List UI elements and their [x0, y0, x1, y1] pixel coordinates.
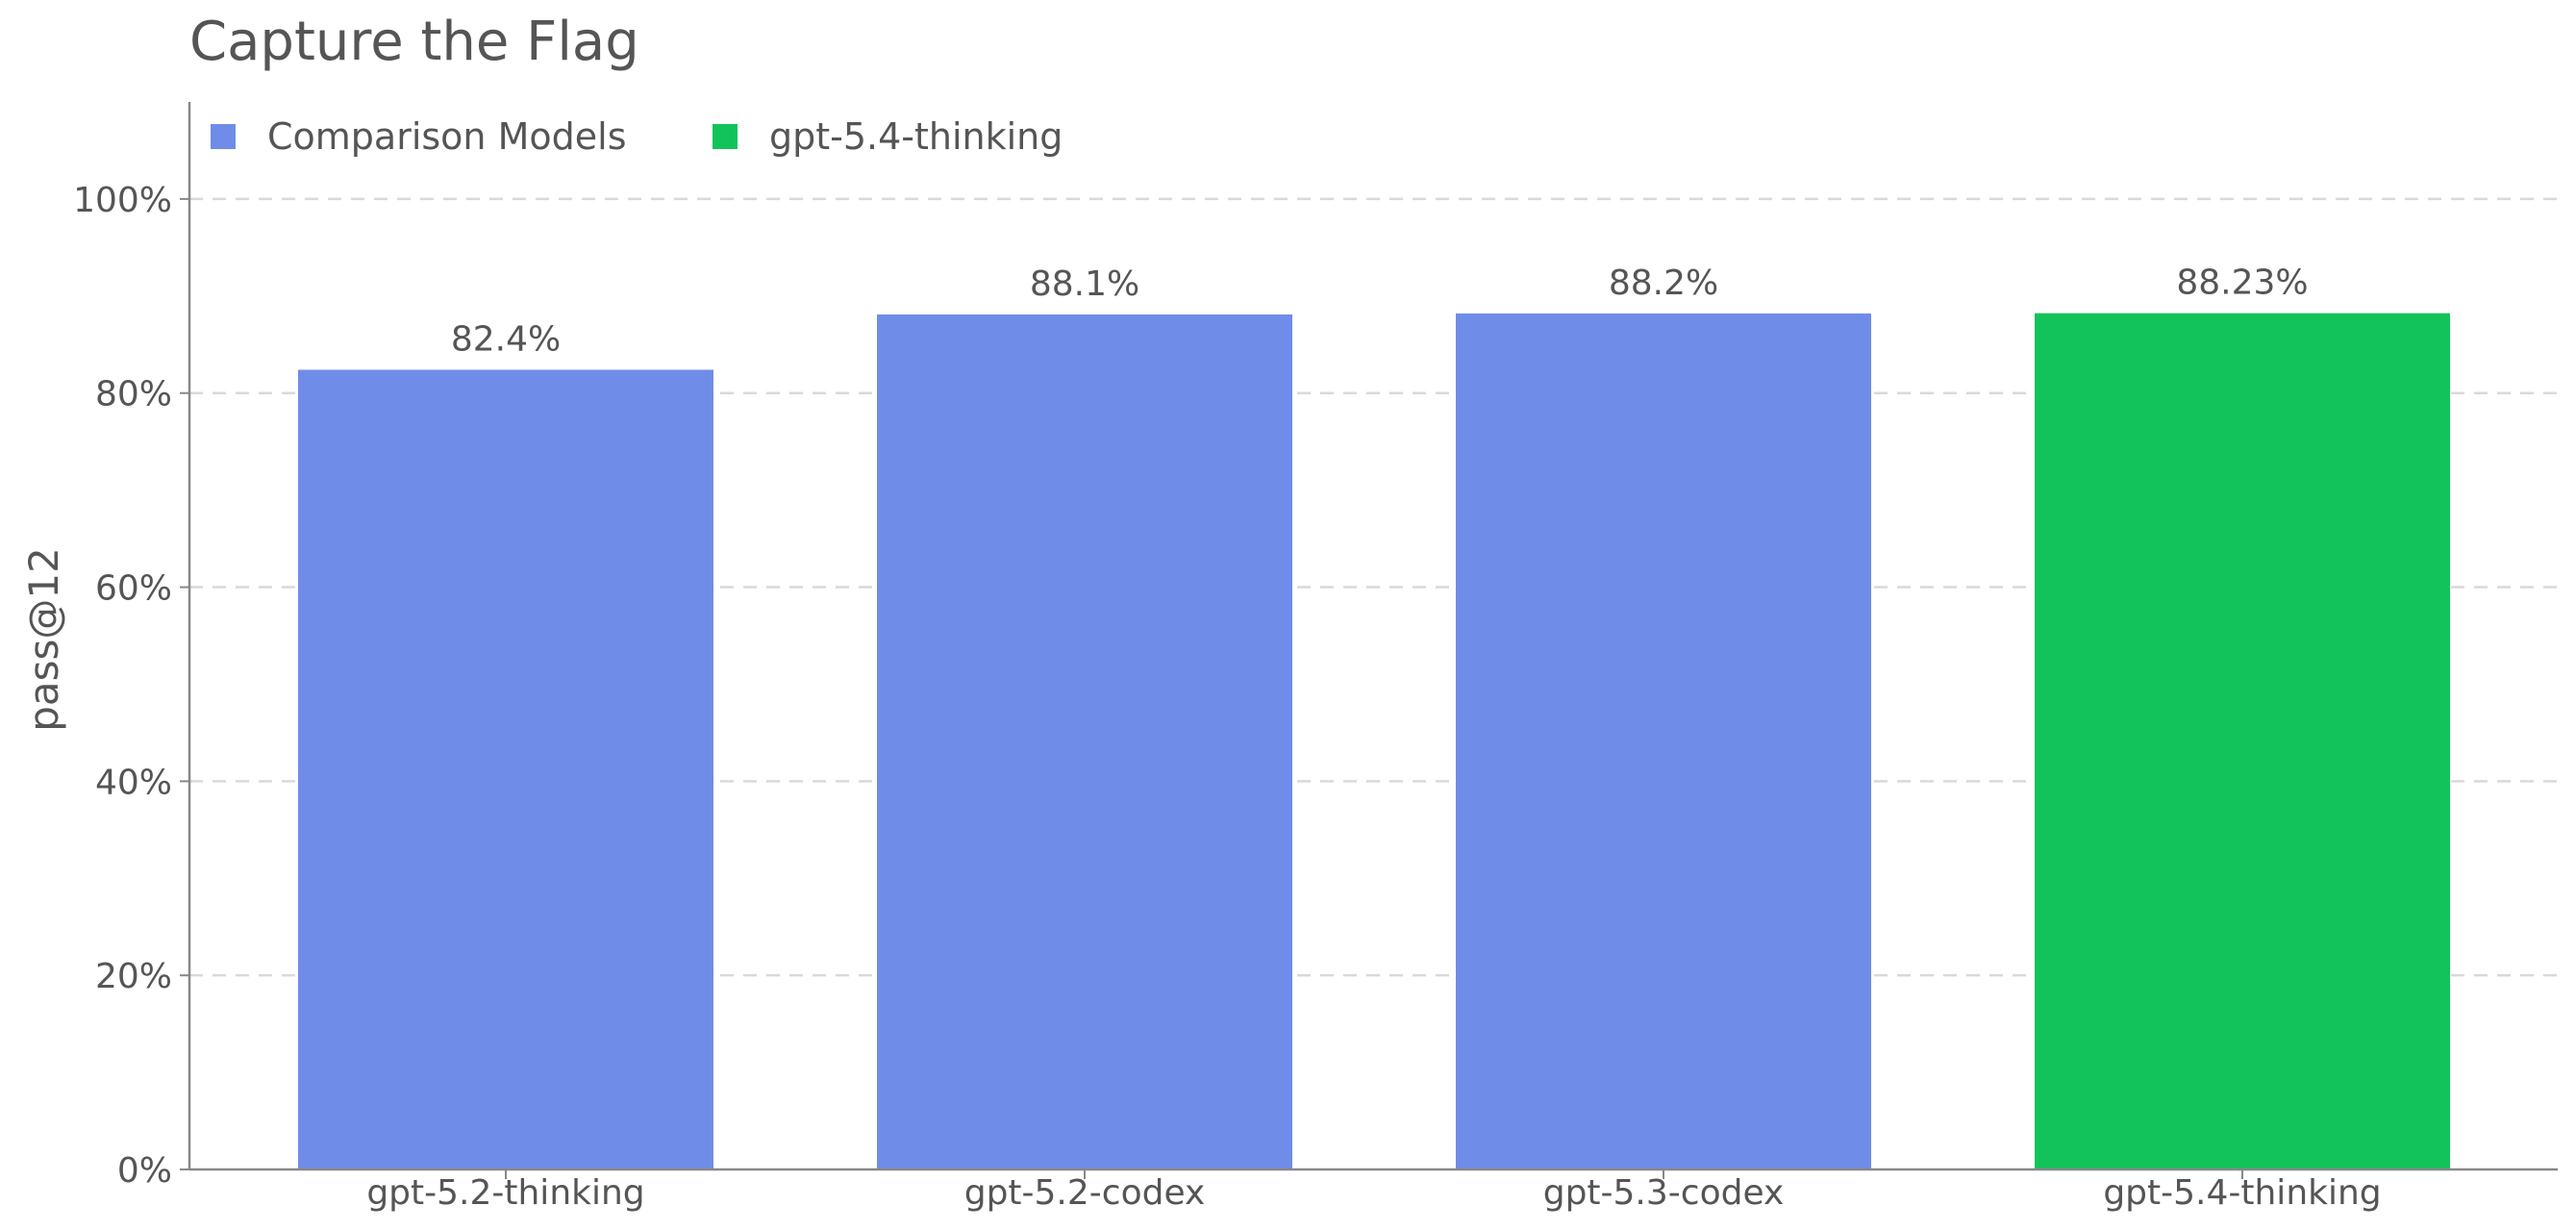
y-tick-label: 0% [117, 1151, 172, 1191]
axes [188, 102, 2558, 1171]
y-tick-label: 60% [95, 569, 172, 609]
y-ticks: 0% 20% 40% 60% 80% 100% [73, 181, 189, 1191]
bar-gpt-5-4-thinking [2035, 313, 2450, 1169]
y-tick-label: 80% [95, 375, 172, 415]
y-tick-label: 20% [95, 957, 172, 996]
bar-gpt-5-3-codex [1456, 313, 1871, 1169]
y-axis-label: pass@12 [20, 547, 67, 732]
x-tick-label: gpt-5.2-thinking [366, 1173, 644, 1213]
data-labels: 82.4% 88.1% 88.2% 88.23% [451, 264, 2309, 360]
legend-swatch-gpt-5-4-thinking [713, 124, 738, 149]
legend-label-comparison-models: Comparison Models [267, 115, 627, 158]
x-tick-label: gpt-5.3-codex [1543, 1173, 1785, 1213]
x-ticks: gpt-5.2-thinking gpt-5.2-codex gpt-5.3-cod… [366, 1169, 2382, 1213]
bar-gpt-5-2-thinking [298, 369, 713, 1169]
legend: Comparison Models gpt-5.4-thinking [211, 115, 1063, 158]
data-label: 88.23% [2176, 264, 2308, 303]
data-label: 88.2% [1609, 264, 1718, 303]
legend-swatch-comparison-models [211, 124, 236, 149]
chart-title: Capture the Flag [189, 11, 639, 73]
y-tick-label: 40% [95, 763, 172, 802]
y-tick-label: 100% [73, 181, 172, 220]
x-tick-label: gpt-5.4-thinking [2103, 1173, 2381, 1213]
data-label: 82.4% [451, 320, 561, 360]
bar-gpt-5-2-codex [877, 314, 1292, 1169]
legend-label-gpt-5-4-thinking: gpt-5.4-thinking [769, 115, 1063, 158]
x-tick-label: gpt-5.2-codex [964, 1173, 1206, 1213]
bars [298, 313, 2450, 1169]
data-label: 88.1% [1030, 264, 1139, 304]
